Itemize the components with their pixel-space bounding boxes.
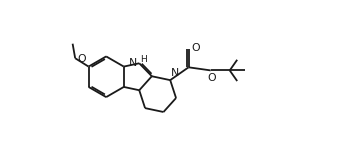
Text: N: N (171, 68, 179, 78)
Text: N: N (129, 58, 137, 68)
Text: O: O (77, 54, 86, 64)
Text: H: H (140, 55, 147, 64)
Text: O: O (207, 73, 216, 83)
Text: O: O (191, 43, 200, 54)
